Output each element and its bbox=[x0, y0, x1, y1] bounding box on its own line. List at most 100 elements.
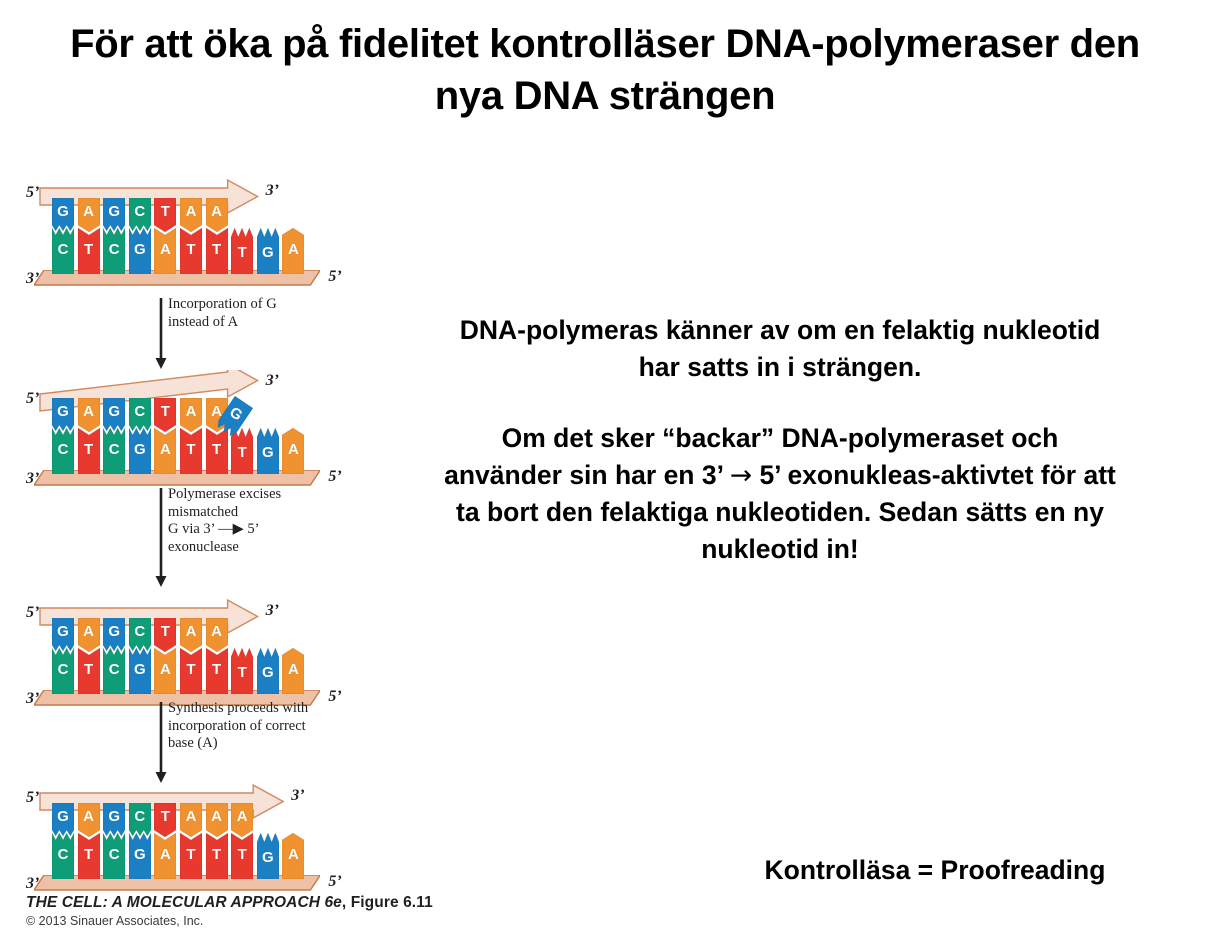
panel-excised: 5’ 3’ 3’ 5’ C T C G A T T T G A G A G C T A A bbox=[0, 590, 400, 715]
dna-base-letter: T bbox=[212, 846, 222, 863]
dna-base-letter: A bbox=[83, 808, 95, 825]
attribution: THE CELL: A MOLECULAR APPROACH 6e, Figur… bbox=[26, 894, 466, 928]
dna-base-letter: C bbox=[57, 846, 69, 863]
dna-base-letter: G bbox=[133, 846, 146, 863]
dna-base-a: A bbox=[154, 833, 177, 879]
dna-base-letter: G bbox=[133, 241, 146, 258]
dna-base-letter: T bbox=[237, 244, 247, 261]
dna-base-letter: G bbox=[57, 623, 69, 640]
step-caption-line: Synthesis proceeds with bbox=[168, 700, 309, 716]
dna-base-g: G bbox=[52, 198, 74, 232]
dna-base-a: A bbox=[282, 228, 305, 274]
dna-base-letter: C bbox=[134, 203, 146, 220]
dna-base-t: T bbox=[231, 228, 254, 274]
dna-base-letter: C bbox=[134, 623, 146, 640]
dna-base-letter: G bbox=[57, 403, 69, 420]
dna-base-letter: T bbox=[186, 661, 196, 678]
step-excision: Polymerase excises mismatched G via 3’ —▶ … bbox=[0, 486, 400, 587]
dna-base-g: G bbox=[103, 398, 126, 432]
explanation-paragraph-1: DNA-polymeras känner av om en felaktig n… bbox=[459, 315, 1101, 383]
step-caption: Polymerase excises mismatched G via 3’ —▶ … bbox=[168, 486, 383, 557]
step-down-arrow-icon bbox=[155, 702, 167, 783]
dna-base-a: A bbox=[154, 228, 177, 274]
dna-base-letter: T bbox=[84, 661, 94, 678]
dna-base-letter: A bbox=[211, 403, 223, 420]
dna-base-letter: A bbox=[211, 203, 223, 220]
dna-base-c: C bbox=[128, 618, 151, 652]
dna-base-letter: G bbox=[108, 808, 121, 825]
explanation-text-block: DNA-polymeras känner av om en felaktig n… bbox=[440, 312, 1120, 569]
panel-initial: 5’ 3’ 3’ 5’ C T C G A T T T G A G A G C T A A bbox=[0, 170, 400, 295]
dna-base-g: G bbox=[128, 428, 151, 474]
dna-base-t: T bbox=[77, 428, 100, 474]
dna-base-letter: C bbox=[108, 846, 120, 863]
dna-base-t: T bbox=[231, 648, 254, 694]
dna-base-letter: A bbox=[185, 403, 197, 420]
dna-base-letter: G bbox=[261, 444, 274, 461]
prime-label-5-top: 5’ bbox=[26, 390, 40, 407]
dna-base-c: C bbox=[128, 398, 151, 432]
panel-corrected: 5’ 3’ 3’ 5’ C T C G A T T T G A G A G C T A A A bbox=[0, 775, 400, 900]
dna-base-letter: T bbox=[160, 808, 170, 825]
dna-base-g: G bbox=[52, 803, 74, 837]
step-caption-line: Polymerase excises bbox=[168, 486, 282, 502]
prime-label-3-top: 3’ bbox=[265, 372, 279, 389]
dna-base-g: G bbox=[128, 648, 151, 694]
prime-label-5-top: 5’ bbox=[26, 789, 40, 806]
dna-base-t: T bbox=[180, 833, 202, 879]
dna-base-a: A bbox=[180, 198, 202, 232]
step-down-arrow-icon bbox=[155, 298, 167, 369]
dna-base-g: G bbox=[128, 833, 151, 879]
prime-label-5-bottom: 5’ bbox=[328, 873, 342, 890]
dna-base-c: C bbox=[103, 648, 126, 694]
dna-base-a: A bbox=[231, 803, 254, 837]
dna-base-letter: T bbox=[84, 241, 94, 258]
dna-base-letter: C bbox=[134, 808, 146, 825]
dna-base-a: A bbox=[77, 618, 100, 652]
dna-base-letter: G bbox=[108, 623, 121, 640]
dna-base-letter: T bbox=[212, 441, 222, 458]
dna-base-t: T bbox=[154, 618, 177, 652]
step-caption-line: exonuclease bbox=[168, 539, 239, 556]
dna-base-t: T bbox=[180, 228, 202, 274]
dna-base-letter: A bbox=[287, 661, 299, 678]
dna-base-t: T bbox=[77, 833, 100, 879]
dna-base-letter: C bbox=[57, 661, 69, 678]
dna-base-letter: A bbox=[287, 846, 299, 863]
dna-base-g: G bbox=[256, 648, 279, 694]
dna-base-t: T bbox=[231, 833, 254, 879]
dna-base-c: C bbox=[52, 428, 74, 474]
dna-base-a: A bbox=[282, 833, 305, 879]
dna-base-letter: A bbox=[159, 241, 171, 258]
prime-label-5-bottom: 5’ bbox=[328, 468, 342, 485]
dna-base-a: A bbox=[77, 198, 100, 232]
dna-base-letter: G bbox=[108, 403, 121, 420]
dna-base-g: G bbox=[128, 228, 151, 274]
dna-base-letter: C bbox=[57, 441, 69, 458]
dna-base-letter: C bbox=[108, 441, 120, 458]
dna-base-t: T bbox=[205, 228, 228, 274]
prime-label-3-bottom: 3’ bbox=[26, 470, 40, 487]
dna-base-letter: T bbox=[212, 661, 222, 678]
dna-base-t: T bbox=[154, 398, 177, 432]
dna-base-letter: A bbox=[211, 808, 223, 825]
dna-base-a: A bbox=[282, 428, 305, 474]
dna-base-a: A bbox=[205, 198, 228, 232]
dna-base-letter: A bbox=[211, 623, 223, 640]
dna-base-letter: A bbox=[83, 623, 95, 640]
panel-mismatch: 5’ 3’ 3’ 5’ C T C G A T T T G A G A G C T A A G bbox=[0, 370, 400, 495]
dna-base-letter: A bbox=[287, 241, 299, 258]
dna-base-letter: T bbox=[237, 444, 247, 461]
step-caption-line: G via 3’ —▶ 5’ bbox=[168, 521, 260, 538]
dna-base-letter: T bbox=[160, 623, 170, 640]
dna-base-letter: T bbox=[186, 241, 196, 258]
dna-base-c: C bbox=[103, 228, 126, 274]
dna-base-g: G bbox=[103, 198, 126, 232]
dna-base-t: T bbox=[231, 428, 254, 474]
step-caption-line: base (A) bbox=[168, 735, 218, 752]
step-synthesis: Synthesis proceeds with incorporation of … bbox=[0, 700, 400, 783]
dna-base-g: G bbox=[256, 833, 279, 879]
step-down-arrow-icon bbox=[155, 488, 167, 587]
